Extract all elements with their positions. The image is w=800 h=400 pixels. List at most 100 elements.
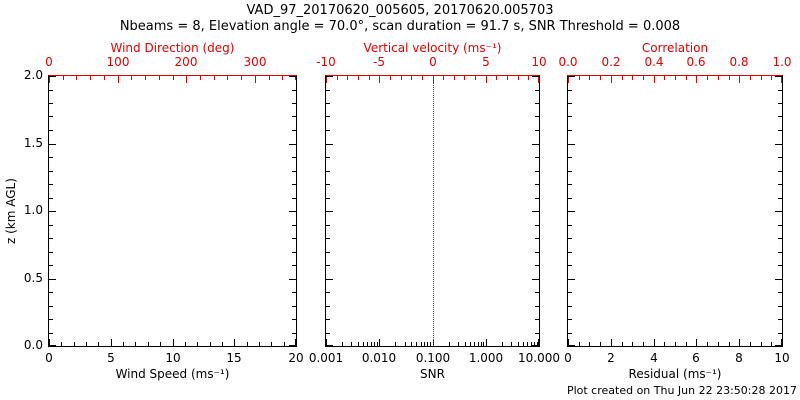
plot-timestamp: Plot created on Thu Jun 22 23:50:28 2017 <box>566 384 797 397</box>
y-left-minor-tick <box>568 90 572 91</box>
y-left-minor-tick <box>326 157 330 158</box>
x-top-minor-tick <box>369 76 370 80</box>
x-bottom-minor-tick <box>416 342 417 346</box>
y-right-minor-tick <box>778 319 782 320</box>
y-left-minor-tick <box>326 306 330 307</box>
x-top-major-tick <box>538 76 539 83</box>
y-left-minor-tick <box>49 225 53 226</box>
y-left-minor-tick <box>326 225 330 226</box>
y-left-minor-tick <box>326 116 330 117</box>
y-right-minor-tick <box>292 292 296 293</box>
y-left-minor-tick <box>568 238 572 239</box>
y-left-minor-tick <box>326 333 330 334</box>
x-top-minor-tick <box>390 76 391 80</box>
y-left-minor-tick <box>49 130 53 131</box>
y-right-minor-tick <box>292 103 296 104</box>
y-left-minor-tick <box>568 116 572 117</box>
x-top-tick-label: 0 <box>429 55 437 69</box>
y-right-minor-tick <box>292 306 296 307</box>
y-right-major-tick <box>289 211 296 212</box>
x-top-minor-tick <box>686 76 687 80</box>
y-right-minor-tick <box>778 90 782 91</box>
y-right-minor-tick <box>778 265 782 266</box>
x-bottom-minor-tick <box>148 342 149 346</box>
x-bottom-minor-tick <box>478 342 479 346</box>
x-bottom-tick-label: 20 <box>288 351 304 365</box>
y-left-minor-tick <box>568 130 572 131</box>
x-bottom-minor-tick <box>185 342 186 346</box>
x-top-minor-tick <box>411 76 412 80</box>
y-left-minor-tick <box>49 252 53 253</box>
x-bottom-minor-tick <box>470 342 471 346</box>
y-right-minor-tick <box>778 184 782 185</box>
x-bottom-major-tick <box>654 339 655 346</box>
y-right-major-tick <box>775 76 782 77</box>
x-bottom-minor-tick <box>61 342 62 346</box>
x-bottom-minor-tick <box>427 342 428 346</box>
x-bottom-minor-tick <box>395 342 396 346</box>
x-top-minor-tick <box>358 76 359 80</box>
y-right-major-tick <box>289 76 296 77</box>
x-bottom-minor-tick <box>518 342 519 346</box>
y-right-minor-tick <box>292 252 296 253</box>
y-left-minor-tick <box>568 319 572 320</box>
x-bottom-minor-tick <box>405 342 406 346</box>
y-right-major-tick <box>532 279 539 280</box>
x-bottom-minor-tick <box>430 342 431 346</box>
y-left-major-tick <box>568 345 575 346</box>
x-top-tick-label: 0.4 <box>644 55 664 69</box>
snr-panel: 0.001 0.010 0.100 1.000 10.000 SNR -10 -5 0 5 10 Ve… <box>309 41 560 381</box>
y-left-major-tick <box>49 345 56 346</box>
y-left-minor-tick <box>49 198 53 199</box>
x-top-minor-tick <box>347 76 348 80</box>
y-left-minor-tick <box>326 292 330 293</box>
y-left-minor-tick <box>568 184 572 185</box>
x-top-major-tick <box>611 76 612 83</box>
x-bottom-tick-label: 0.100 <box>415 351 451 365</box>
x-bottom-minor-tick <box>465 342 466 346</box>
y-left-major-tick <box>49 279 56 280</box>
x-top-minor-tick <box>622 76 623 80</box>
x-top-minor-tick <box>729 76 730 80</box>
x-bottom-minor-tick <box>675 342 676 346</box>
y-left-major-tick <box>326 279 333 280</box>
x-bottom-tick-label: 0.010 <box>361 351 397 365</box>
y-left-major-tick <box>568 279 575 280</box>
y-left-minor-tick <box>326 90 330 91</box>
y-right-minor-tick <box>778 306 782 307</box>
y-right-minor-tick <box>535 171 539 172</box>
x-bottom-major-tick <box>379 339 380 346</box>
x-bottom-minor-tick <box>643 342 644 346</box>
x-top-major-tick <box>118 76 119 83</box>
x-bottom-minor-tick <box>750 342 751 346</box>
y-right-minor-tick <box>778 130 782 131</box>
y-right-minor-tick <box>535 265 539 266</box>
x-bottom-major-tick <box>326 339 327 346</box>
y-left-minor-tick <box>49 90 53 91</box>
x-bottom-minor-tick <box>247 342 248 346</box>
y-left-minor-tick <box>568 198 572 199</box>
x-top-minor-tick <box>145 76 146 80</box>
x-bottom-minor-tick <box>718 342 719 346</box>
y-right-minor-tick <box>292 171 296 172</box>
x-bottom-tick-label: 0 <box>564 351 572 365</box>
x-top-tick-label: 300 <box>243 55 267 69</box>
x-top-minor-tick <box>422 76 423 80</box>
x-bottom-minor-tick <box>210 342 211 346</box>
y-left-minor-tick <box>568 292 572 293</box>
x-top-major-tick <box>696 76 697 83</box>
y-left-minor-tick <box>326 265 330 266</box>
y-right-minor-tick <box>535 292 539 293</box>
y-left-minor-tick <box>568 225 572 226</box>
y-right-minor-tick <box>292 265 296 266</box>
y-left-minor-tick <box>49 306 53 307</box>
x-top-minor-tick <box>443 76 444 80</box>
x-bottom-minor-tick <box>374 342 375 346</box>
x-bottom-minor-tick <box>342 342 343 346</box>
x-top-tick-label: 0.0 <box>558 55 578 69</box>
y-left-tick-label: 2.0 <box>23 68 43 82</box>
y-left-minor-tick <box>568 265 572 266</box>
x-top-minor-tick <box>643 76 644 80</box>
y-left-major-tick <box>568 144 575 145</box>
